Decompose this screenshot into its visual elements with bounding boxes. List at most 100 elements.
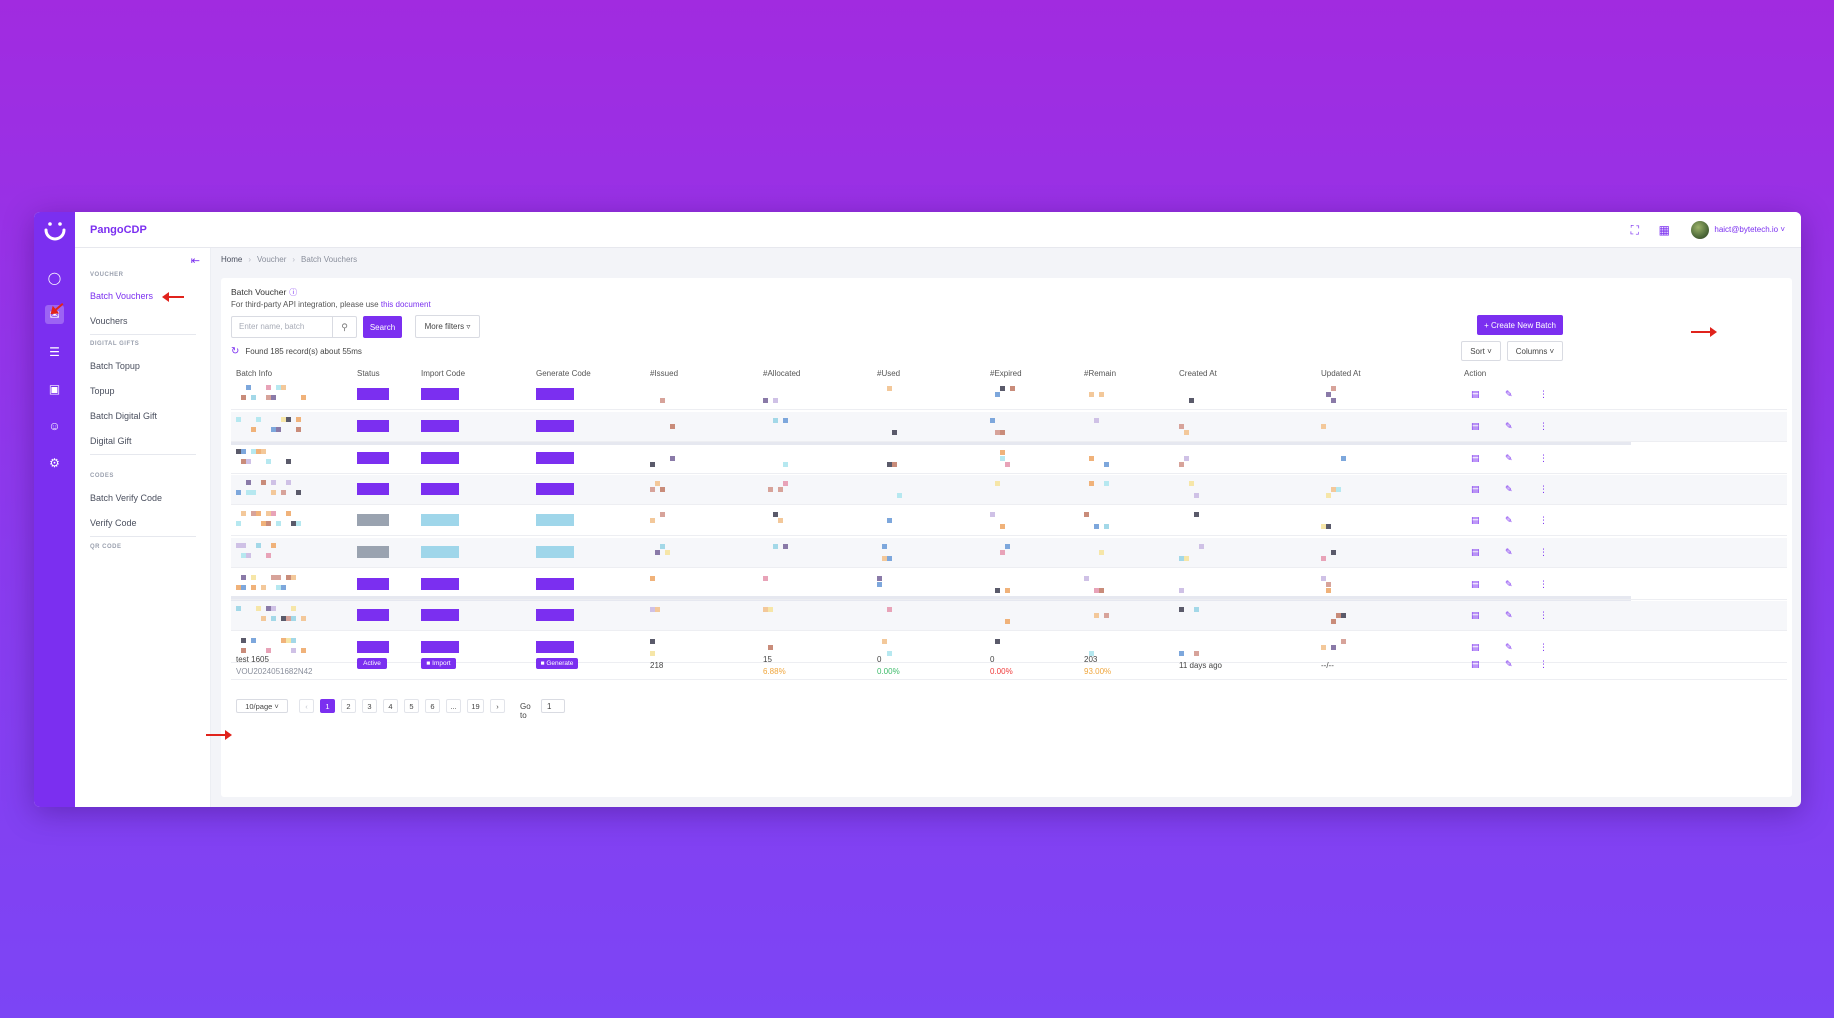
sidebar-item-vouchers[interactable]: Vouchers — [90, 316, 128, 326]
more-icon[interactable]: ⋮ — [1539, 389, 1548, 399]
view-icon[interactable]: ▤ — [1471, 642, 1480, 652]
col-status[interactable]: Status — [357, 369, 380, 378]
table-row[interactable]: ▤ ✎ ⋮ — [231, 444, 1787, 474]
page-3[interactable]: 3 — [362, 699, 377, 713]
edit-icon[interactable]: ✎ — [1505, 484, 1513, 494]
more-icon[interactable]: ⋮ — [1539, 421, 1548, 431]
col-batch-info[interactable]: Batch Info — [236, 369, 273, 378]
more-icon[interactable]: ⋮ — [1539, 515, 1548, 525]
sidebar-item-verify-code[interactable]: Verify Code — [90, 518, 137, 528]
page-4[interactable]: 4 — [383, 699, 398, 713]
edit-icon[interactable]: ✎ — [1505, 389, 1513, 399]
edit-icon[interactable]: ✎ — [1505, 515, 1513, 525]
view-icon[interactable]: ▤ — [1471, 421, 1480, 431]
user-icon[interactable]: ☺ — [48, 418, 61, 433]
redacted-pixel — [271, 543, 276, 548]
more-icon[interactable]: ⋮ — [1539, 610, 1548, 620]
view-icon[interactable]: ▤ — [1471, 453, 1480, 463]
annotation-arrow — [1691, 327, 1717, 337]
next-page-icon[interactable]: › — [490, 699, 505, 713]
view-icon[interactable]: ▤ — [1471, 547, 1480, 557]
col-used[interactable]: #Used — [877, 369, 901, 378]
sidebar-item-batch-topup[interactable]: Batch Topup — [90, 361, 140, 371]
database-icon[interactable]: ☰ — [49, 344, 60, 359]
search-icon[interactable]: ⚲ — [332, 317, 356, 337]
page-5[interactable]: 5 — [404, 699, 419, 713]
search-input[interactable] — [239, 322, 331, 331]
col-updated-at[interactable]: Updated At — [1321, 369, 1361, 378]
table-row[interactable]: ▤ ✎ ⋮ — [231, 538, 1787, 568]
more-icon[interactable]: ⋮ — [1539, 659, 1548, 669]
sidebar-item-topup[interactable]: Topup — [90, 386, 115, 396]
logo-icon[interactable] — [42, 218, 68, 244]
more-icon[interactable]: ⋮ — [1539, 484, 1548, 494]
import-button[interactable]: ■ Import — [421, 658, 456, 669]
page-size-select[interactable]: 10/page ˅ — [236, 699, 288, 713]
view-icon[interactable]: ▤ — [1471, 579, 1480, 589]
table-row[interactable]: ▤ ✎ ⋮ — [231, 380, 1787, 410]
collapse-sidebar-icon[interactable]: ⇤ — [190, 255, 200, 267]
col-issued[interactable]: #Issued — [650, 369, 679, 378]
page-19[interactable]: 19 — [467, 699, 484, 713]
table-row[interactable]: ▤ ✎ ⋮ — [231, 506, 1787, 536]
page-ellipsis[interactable]: ... — [446, 699, 461, 713]
view-icon[interactable]: ▤ — [1471, 515, 1480, 525]
view-icon[interactable]: ▤ — [1471, 484, 1480, 494]
sidebar-item-batch-verify-code[interactable]: Batch Verify Code — [90, 493, 163, 503]
page-2[interactable]: 2 — [341, 699, 356, 713]
search-button[interactable]: Search — [363, 316, 402, 338]
col-created-at[interactable]: Created At — [1179, 369, 1217, 378]
refresh-icon[interactable]: ↻ — [231, 346, 240, 357]
breadcrumb-home[interactable]: Home — [221, 255, 243, 264]
view-icon[interactable]: ▤ — [1471, 610, 1480, 620]
sidebar-item-batch-digital-gift[interactable]: Batch Digital Gift — [90, 411, 158, 421]
col-expired[interactable]: #Expired — [990, 369, 1022, 378]
search-field[interactable]: ⚲ — [231, 316, 357, 338]
goto-input[interactable]: 1 — [541, 699, 565, 713]
table-row[interactable]: test 1605 VOU2024051682N42 Active ■ Impo… — [231, 650, 1787, 680]
sidebar-item-digital-gift[interactable]: Digital Gift — [90, 436, 132, 446]
document-link[interactable]: this document — [380, 300, 431, 309]
edit-icon[interactable]: ✎ — [1505, 642, 1513, 652]
fullscreen-icon[interactable]: ⛶ — [1630, 223, 1639, 237]
avatar[interactable] — [1691, 221, 1709, 239]
edit-icon[interactable]: ✎ — [1505, 547, 1513, 557]
sort-button[interactable]: Sort ˅ — [1461, 341, 1501, 361]
table-row[interactable]: ▤ ✎ ⋮ — [231, 570, 1787, 600]
columns-button[interactable]: Columns ˅ — [1507, 341, 1563, 361]
edit-icon[interactable]: ✎ — [1505, 659, 1513, 669]
user-email[interactable]: haict@bytetech.io ˅ — [1714, 225, 1785, 234]
col-import-code[interactable]: Import Code — [421, 369, 466, 378]
bulb-icon[interactable]: ◯ — [47, 270, 62, 285]
edit-icon[interactable]: ✎ — [1505, 579, 1513, 589]
table-row[interactable]: ▤ ✎ ⋮ — [231, 601, 1787, 631]
edit-icon[interactable]: ✎ — [1505, 610, 1513, 620]
edit-icon[interactable]: ✎ — [1505, 453, 1513, 463]
more-icon[interactable]: ⋮ — [1539, 547, 1548, 557]
info-icon[interactable]: ⓘ — [289, 288, 298, 297]
more-icon[interactable]: ⋮ — [1539, 642, 1548, 652]
create-new-batch-button[interactable]: + Create New Batch — [1477, 315, 1563, 335]
page-1[interactable]: 1 — [320, 699, 335, 713]
col-allocated[interactable]: #Allocated — [763, 369, 801, 378]
view-icon[interactable]: ▤ — [1471, 389, 1480, 399]
redacted-pixel — [773, 512, 778, 517]
table-row[interactable]: ▤ ✎ ⋮ — [231, 633, 1787, 663]
gift-box-icon[interactable]: ▣ — [48, 381, 61, 396]
more-icon[interactable]: ⋮ — [1539, 579, 1548, 589]
prev-page-icon[interactable]: ‹ — [299, 699, 314, 713]
more-filters-button[interactable]: More filters ▿ — [415, 315, 480, 338]
more-icon[interactable]: ⋮ — [1539, 453, 1548, 463]
apps-grid-icon[interactable]: ▦ — [1658, 223, 1670, 237]
table-row[interactable]: ▤ ✎ ⋮ — [231, 412, 1787, 442]
view-icon[interactable]: ▤ — [1471, 659, 1480, 669]
col-remain[interactable]: #Remain — [1084, 369, 1117, 378]
sidebar-item-batch-vouchers[interactable]: Batch Vouchers — [90, 291, 154, 301]
breadcrumb-voucher[interactable]: Voucher — [257, 255, 287, 264]
table-row[interactable]: ▤ ✎ ⋮ — [231, 475, 1787, 505]
generate-button[interactable]: ■ Generate — [536, 658, 578, 669]
edit-icon[interactable]: ✎ — [1505, 421, 1513, 431]
page-6[interactable]: 6 — [425, 699, 440, 713]
settings-icon[interactable]: ⚙ — [49, 455, 60, 470]
col-generate-code[interactable]: Generate Code — [536, 369, 591, 378]
